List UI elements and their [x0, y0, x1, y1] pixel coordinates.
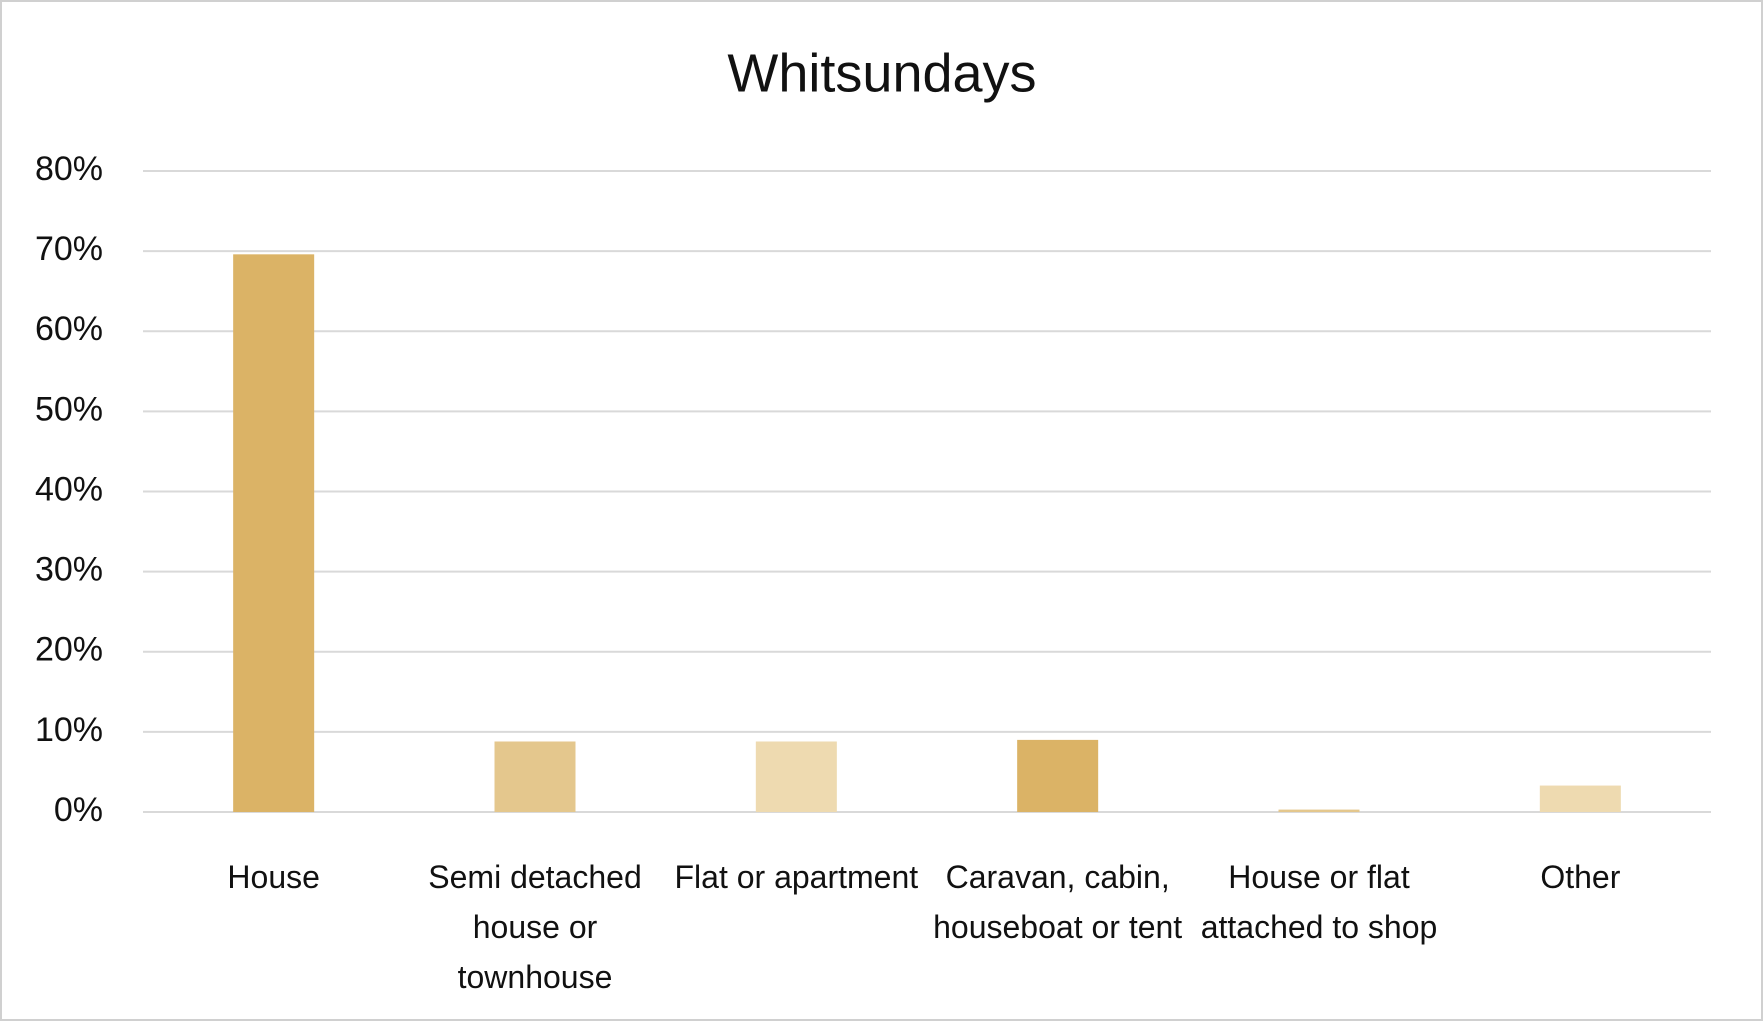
x-tick-label: Semi detached house or townhouse: [428, 859, 642, 995]
y-tick-label: 10%: [35, 711, 103, 749]
bar: [1539, 785, 1621, 812]
x-tick-label: Flat or apartment: [674, 859, 919, 895]
y-tick-label: 70%: [35, 230, 103, 268]
x-tick-label: Caravan, cabin, houseboat or tent: [933, 859, 1183, 945]
x-tick-label: House: [227, 859, 320, 895]
bar: [494, 741, 576, 812]
y-tick-label: 20%: [35, 631, 103, 669]
y-tick-label: 30%: [35, 551, 103, 589]
bar: [233, 254, 315, 812]
bar: [1278, 809, 1360, 812]
y-tick-label: 50%: [35, 390, 103, 428]
bar: [1017, 739, 1099, 812]
x-tick-label: House or flat attached to shop: [1200, 859, 1438, 945]
chart-title: Whitsundays: [727, 43, 1036, 103]
y-tick-label: 0%: [54, 791, 103, 829]
x-tick-label: Other: [1540, 859, 1621, 895]
y-tick-label: 80%: [35, 150, 103, 188]
y-tick-label: 40%: [35, 470, 103, 508]
bar: [755, 741, 837, 812]
y-tick-label: 60%: [35, 310, 103, 348]
